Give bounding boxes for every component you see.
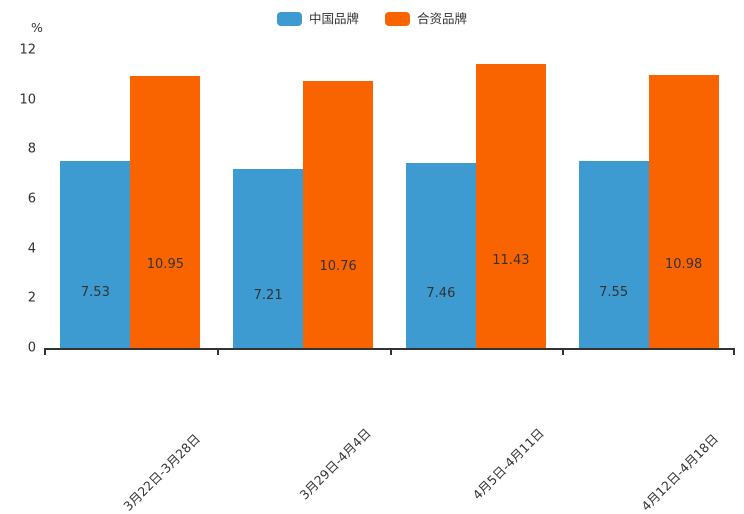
x-axis-category-label: 4月12日-4月18日 xyxy=(638,430,722,514)
bar-value-label: 11.43 xyxy=(492,253,530,269)
y-axis-tick-label: 2 xyxy=(27,290,36,306)
bar-value-label: 7.53 xyxy=(80,285,110,301)
x-axis-category-label: 3月29日-4月4日 xyxy=(296,425,374,503)
y-axis-tick-label: 10 xyxy=(19,92,36,108)
bar-china-brand[interactable] xyxy=(60,161,131,348)
bar-joint-venture-brand[interactable] xyxy=(475,64,546,348)
bar-value-label: 10.95 xyxy=(146,257,184,273)
bar-joint-venture-brand[interactable] xyxy=(648,75,719,348)
x-axis-tick-mark xyxy=(562,348,565,355)
y-axis-unit-label: % xyxy=(31,20,43,35)
bar-joint-venture-brand[interactable] xyxy=(130,76,201,348)
bar-value-label: 7.21 xyxy=(253,287,283,303)
x-axis-category-label: 3月22日-3月28日 xyxy=(120,430,204,514)
x-axis-tick-mark xyxy=(44,348,46,355)
y-axis-tick-label: 12 xyxy=(19,42,36,58)
x-axis-tick-mark xyxy=(733,348,735,355)
x-axis-tick-mark xyxy=(389,348,392,355)
y-axis-tick-label: 8 xyxy=(27,141,36,157)
bar-joint-venture-brand[interactable] xyxy=(303,80,374,348)
bar-value-label: 7.46 xyxy=(426,285,456,301)
y-axis-tick-label: 4 xyxy=(27,241,36,257)
bar-value-label: 7.55 xyxy=(599,285,629,301)
y-axis-tick-label: 0 xyxy=(27,340,36,356)
y-axis-tick-label: 6 xyxy=(27,191,36,207)
bar-china-brand[interactable] xyxy=(405,162,476,348)
x-axis-category-label: 4月5日-4月11日 xyxy=(469,425,547,503)
bar-china-brand[interactable] xyxy=(233,168,304,348)
bar-value-label: 10.98 xyxy=(665,257,703,273)
bar-china-brand[interactable] xyxy=(578,160,649,348)
x-axis-tick-mark xyxy=(216,348,219,355)
bar-value-label: 10.76 xyxy=(319,258,357,274)
y-axis-tick-labels: 12 10 8 6 4 2 0 xyxy=(0,0,36,496)
